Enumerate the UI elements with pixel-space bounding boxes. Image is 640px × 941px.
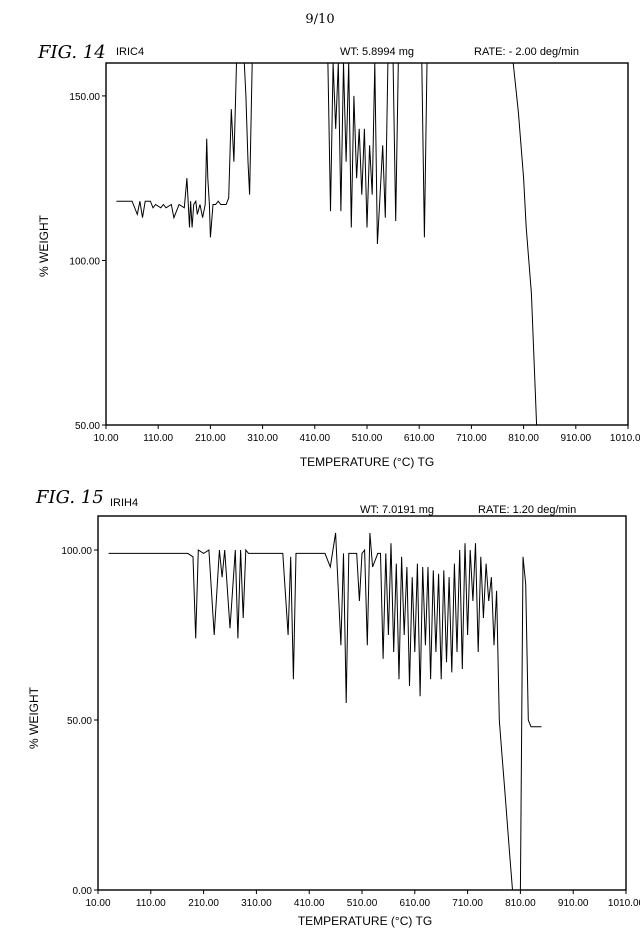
page-number: 9/10 (305, 12, 335, 27)
weight-text: WT: 7.0191 mg (360, 504, 434, 516)
x-tick-labels: 10.00 110.00 210.00 310.00 410.00 510.00 610.0… (93, 425, 640, 444)
x-tick-label: 310.00 (241, 898, 272, 909)
x-tick-label: 1010.00 (608, 898, 640, 909)
x-axis-label: TEMPERATURE (°C) TG (300, 455, 434, 469)
x-tick-label: 910.00 (561, 433, 592, 444)
weight-text: WT: 5.8994 mg (340, 46, 414, 58)
x-tick-label: 510.00 (347, 898, 378, 909)
x-tick-label: 610.00 (400, 898, 431, 909)
y-tick-label: 100.00 (69, 256, 100, 267)
x-tick-label: 1010.00 (610, 433, 640, 444)
chart-fig-15: FIG. 15 IRIH4 WT: 7.0191 mg RATE: 1.20 d… (27, 487, 640, 928)
x-tick-label: 10.00 (85, 898, 110, 909)
rate-text: RATE: - 2.00 deg/min (474, 46, 579, 58)
x-tick-label: 910.00 (558, 898, 589, 909)
sample-id: IRIH4 (110, 497, 138, 509)
x-tick-label: 310.00 (247, 433, 278, 444)
plot-frame (97, 515, 627, 891)
y-tick-label: 0.00 (73, 886, 93, 897)
rate-text: RATE: 1.20 deg/min (478, 504, 576, 516)
chart-fig-14: FIG. 14 IRIC4 WT: 5.8994 mg RATE: - 2.00… (37, 42, 640, 469)
x-tick-label: 610.00 (404, 433, 435, 444)
x-tick-label: 210.00 (188, 898, 219, 909)
y-tick-labels: 0.00 50.00 100.00 (61, 546, 98, 897)
x-tick-label: 810.00 (505, 898, 536, 909)
x-tick-label: 110.00 (143, 433, 173, 444)
x-tick-label: 810.00 (508, 433, 539, 444)
x-tick-label: 210.00 (195, 433, 226, 444)
weight-curve (116, 62, 538, 426)
figure-label: FIG. 14 (37, 42, 106, 63)
y-tick-label: 150.00 (69, 92, 100, 103)
plot-frame (105, 62, 629, 426)
y-tick-label: 100.00 (61, 546, 92, 557)
x-tick-label: 710.00 (456, 433, 487, 444)
x-tick-label: 10.00 (93, 433, 118, 444)
y-axis-label: % WEIGHT (37, 214, 51, 277)
y-tick-labels: 50.00 100.00 150.00 (69, 92, 106, 432)
y-axis-label: % WEIGHT (27, 686, 41, 749)
x-tick-label: 110.00 (136, 898, 166, 909)
sample-id: IRIC4 (116, 46, 144, 58)
x-tick-labels: 10.00 110.00 210.00 310.00 410.00 510.00 610.0… (85, 890, 640, 909)
figure-label: FIG. 15 (35, 487, 104, 508)
x-tick-label: 510.00 (352, 433, 383, 444)
x-tick-label: 410.00 (294, 898, 325, 909)
x-axis-label: TEMPERATURE (°C) TG (298, 914, 432, 928)
x-tick-label: 410.00 (300, 433, 331, 444)
y-tick-label: 50.00 (67, 716, 92, 727)
weight-curve (108, 532, 542, 891)
y-tick-label: 50.00 (75, 421, 100, 432)
x-tick-label: 710.00 (452, 898, 483, 909)
